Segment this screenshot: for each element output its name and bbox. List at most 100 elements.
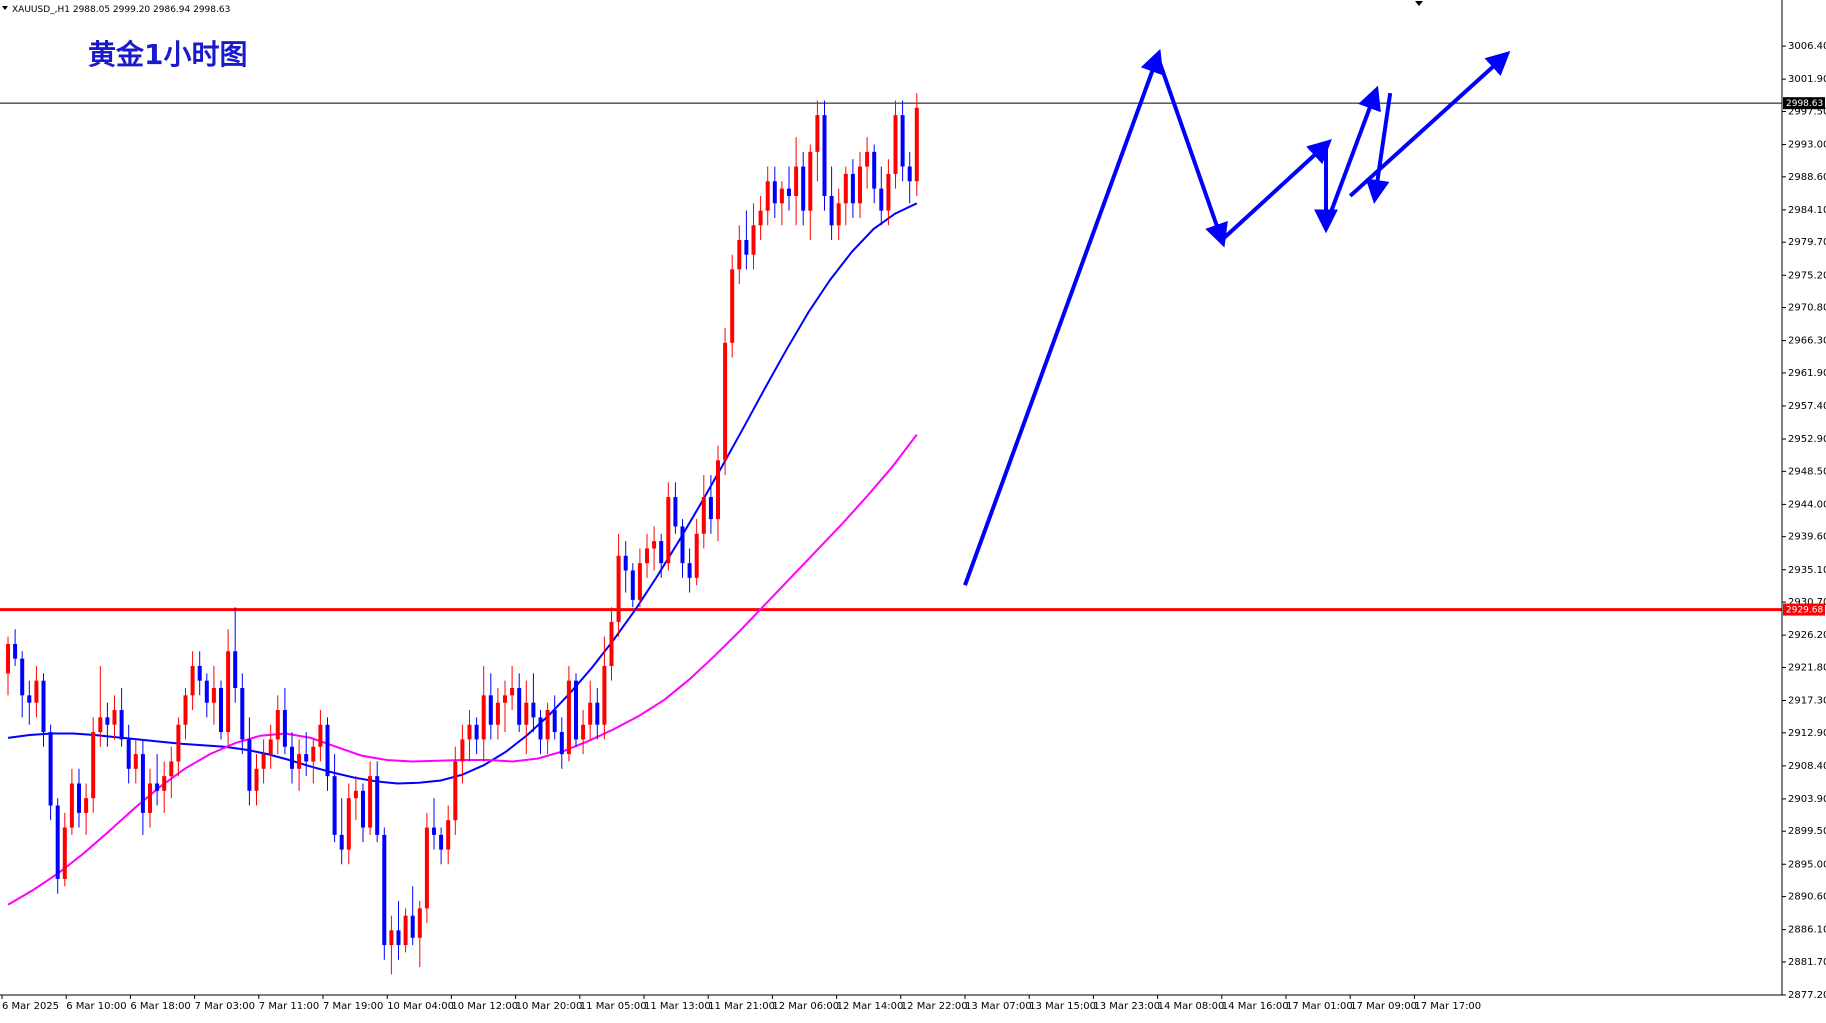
candle[interactable] [574, 673, 578, 747]
candle[interactable] [290, 732, 294, 784]
candle[interactable] [339, 798, 344, 865]
candle[interactable] [69, 768, 74, 835]
candle[interactable] [282, 688, 287, 755]
candle[interactable] [84, 783, 89, 835]
candle[interactable] [886, 159, 891, 226]
candle[interactable] [27, 680, 32, 725]
candle[interactable] [858, 151, 862, 218]
candle[interactable] [680, 519, 685, 578]
candle[interactable] [197, 651, 202, 696]
candle[interactable] [446, 805, 451, 865]
candle[interactable] [865, 137, 870, 189]
candle[interactable] [439, 827, 444, 865]
candle[interactable] [524, 680, 529, 755]
candle[interactable] [723, 328, 728, 476]
candle[interactable] [148, 768, 152, 828]
candle[interactable] [787, 166, 791, 211]
candle[interactable] [318, 710, 323, 762]
candle[interactable] [261, 739, 266, 784]
candle[interactable] [559, 717, 564, 769]
candle[interactable] [652, 526, 657, 571]
candle[interactable] [758, 195, 763, 241]
candle[interactable] [361, 783, 365, 843]
candle[interactable] [226, 629, 231, 747]
candle[interactable] [836, 188, 841, 241]
candle[interactable] [822, 100, 827, 211]
candle[interactable] [389, 915, 394, 975]
candle[interactable] [566, 665, 571, 762]
candle[interactable] [467, 710, 472, 762]
candle[interactable] [495, 688, 500, 740]
candle[interactable] [190, 651, 195, 711]
candle[interactable] [581, 710, 586, 755]
candle[interactable] [914, 93, 919, 196]
candle[interactable] [375, 761, 380, 843]
candle[interactable] [304, 732, 309, 777]
candle[interactable] [900, 100, 905, 182]
candle[interactable] [453, 746, 458, 835]
candle[interactable] [169, 746, 174, 799]
candle[interactable] [666, 482, 671, 571]
candle[interactable] [552, 695, 557, 740]
candle[interactable] [112, 695, 117, 740]
candle[interactable] [91, 717, 96, 813]
candle[interactable] [801, 151, 806, 226]
candle[interactable] [481, 665, 486, 762]
candle[interactable] [126, 724, 131, 784]
candle[interactable] [595, 688, 600, 740]
candle[interactable] [630, 563, 635, 608]
candle[interactable] [204, 673, 209, 718]
candle[interactable] [609, 607, 614, 681]
candle[interactable] [616, 533, 621, 637]
candle[interactable] [488, 673, 493, 740]
candle[interactable] [730, 254, 735, 358]
candle[interactable] [850, 159, 855, 218]
candle[interactable] [794, 137, 799, 226]
candle[interactable] [382, 827, 387, 960]
candle[interactable] [815, 100, 820, 182]
candle[interactable] [332, 754, 337, 843]
candle[interactable] [659, 533, 664, 578]
candle[interactable] [510, 665, 515, 711]
candle[interactable] [687, 548, 692, 593]
candle[interactable] [907, 151, 912, 204]
candle[interactable] [346, 783, 351, 865]
candle[interactable] [133, 739, 138, 784]
candle[interactable] [105, 702, 110, 747]
candle[interactable] [872, 144, 877, 204]
candle[interactable] [751, 203, 756, 270]
candle[interactable] [211, 665, 216, 725]
candle[interactable] [417, 900, 422, 968]
candle[interactable] [254, 754, 259, 806]
candle[interactable] [432, 798, 436, 850]
candle[interactable] [808, 144, 813, 241]
candle[interactable] [162, 761, 167, 813]
candle[interactable] [602, 636, 607, 740]
candle[interactable] [879, 166, 884, 226]
candle[interactable] [545, 702, 550, 755]
candle[interactable] [183, 688, 188, 740]
candle[interactable] [772, 166, 777, 218]
candle[interactable] [701, 475, 706, 549]
candle[interactable] [765, 166, 770, 226]
candle[interactable] [517, 673, 522, 733]
candle[interactable] [77, 768, 81, 828]
candle[interactable] [637, 548, 642, 608]
candle[interactable] [268, 724, 273, 769]
candle[interactable] [645, 533, 649, 578]
candle[interactable] [297, 739, 302, 791]
candle[interactable] [737, 225, 742, 285]
candle[interactable] [424, 812, 429, 924]
candle[interactable] [48, 724, 53, 821]
candle[interactable] [98, 665, 103, 747]
candle[interactable] [403, 908, 408, 953]
candle[interactable] [368, 761, 373, 835]
candle[interactable] [219, 680, 223, 740]
candle[interactable] [247, 717, 252, 806]
candle[interactable] [140, 739, 145, 835]
candle[interactable] [13, 629, 18, 666]
candle[interactable] [829, 166, 834, 241]
candle[interactable] [233, 607, 238, 703]
